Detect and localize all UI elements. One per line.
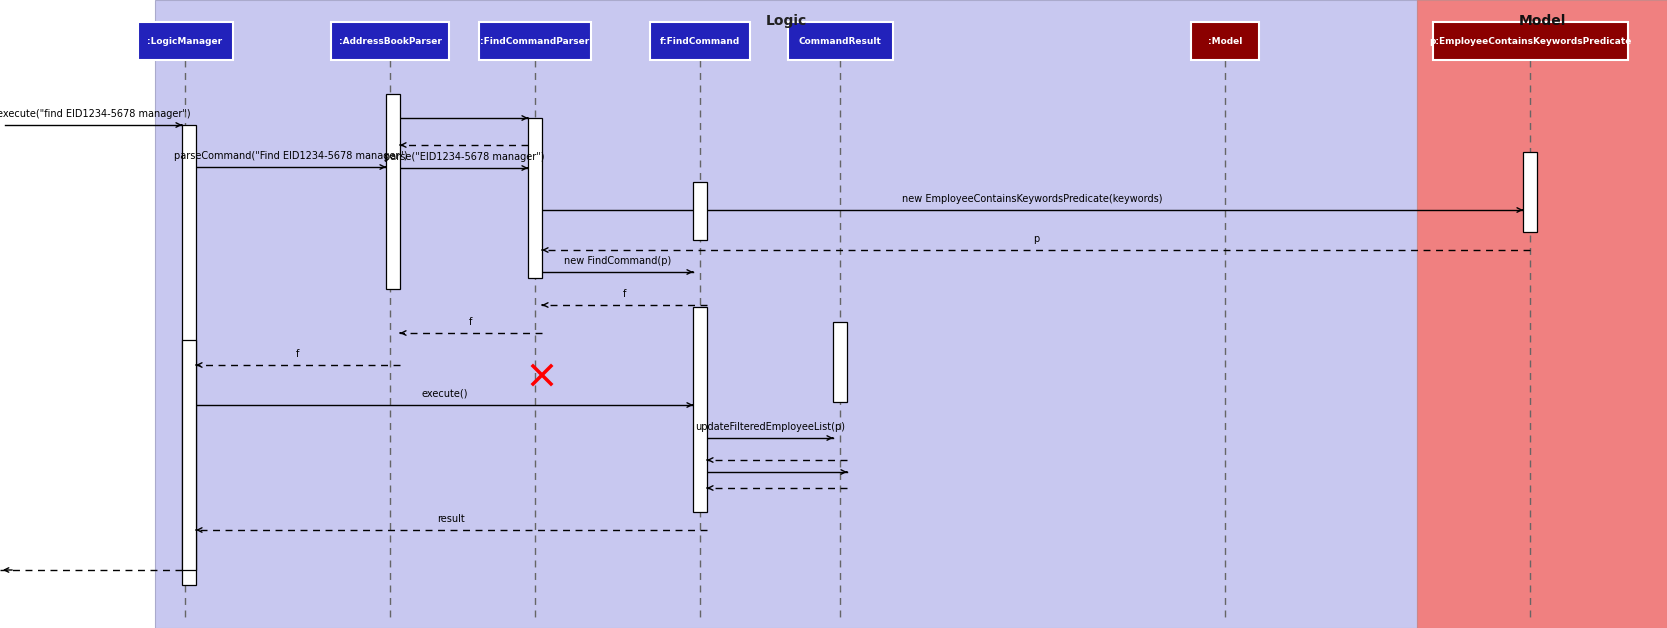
Text: p:EmployeeContainsKeywordsPredicate: p:EmployeeContainsKeywordsPredicate <box>1429 36 1632 45</box>
Text: f: f <box>470 317 473 327</box>
Bar <box>1524 152 1537 232</box>
Bar <box>693 182 707 240</box>
Text: execute("find EID1234-5678 manager"): execute("find EID1234-5678 manager") <box>0 109 190 119</box>
Text: p: p <box>1034 234 1039 244</box>
Text: CommandResult: CommandResult <box>798 36 882 45</box>
Bar <box>182 340 197 570</box>
Bar <box>332 22 448 60</box>
Text: f: f <box>623 289 627 299</box>
Text: f:FindCommand: f:FindCommand <box>660 36 740 45</box>
Text: parse("EID1234-5678 manager"): parse("EID1234-5678 manager") <box>383 152 543 162</box>
Bar <box>137 22 232 60</box>
Text: :AddressBookParser: :AddressBookParser <box>338 36 442 45</box>
Bar <box>787 22 892 60</box>
Bar <box>1190 22 1259 60</box>
Bar <box>1417 0 1667 628</box>
Text: new EmployeeContainsKeywordsPredicate(keywords): new EmployeeContainsKeywordsPredicate(ke… <box>902 194 1164 204</box>
Bar <box>387 94 400 289</box>
Text: new FindCommand(p): new FindCommand(p) <box>563 256 672 266</box>
Bar <box>478 22 592 60</box>
Text: updateFilteredEmployeeList(p): updateFilteredEmployeeList(p) <box>695 422 845 432</box>
Text: Logic: Logic <box>765 14 807 28</box>
Text: f: f <box>297 349 300 359</box>
Text: Model: Model <box>1519 14 1565 28</box>
Bar <box>1432 22 1627 60</box>
Text: :Model: :Model <box>1209 36 1242 45</box>
Bar <box>182 125 197 585</box>
Bar <box>834 322 847 402</box>
Bar <box>650 22 750 60</box>
Bar <box>155 0 1417 628</box>
Text: result: result <box>438 514 465 524</box>
Text: :FindCommandParser: :FindCommandParser <box>480 36 590 45</box>
Text: :LogicManager: :LogicManager <box>147 36 223 45</box>
Bar <box>528 118 542 278</box>
Text: execute(): execute() <box>422 389 468 399</box>
Bar <box>693 307 707 512</box>
Text: parseCommand("Find EID1234-5678 manager"): parseCommand("Find EID1234-5678 manager"… <box>173 151 408 161</box>
